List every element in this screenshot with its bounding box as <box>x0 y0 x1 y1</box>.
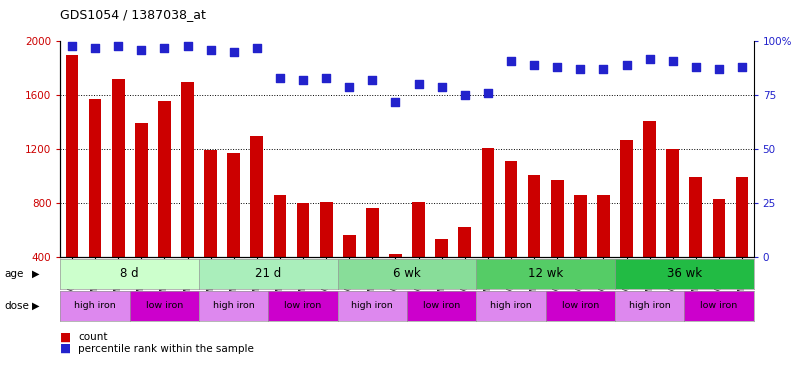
Point <box>481 90 494 96</box>
Text: low iron: low iron <box>285 301 322 310</box>
Bar <box>297 203 310 257</box>
Point <box>620 62 633 68</box>
Point <box>158 45 171 51</box>
Bar <box>158 100 171 257</box>
Text: 12 wk: 12 wk <box>528 267 563 280</box>
Bar <box>620 140 633 257</box>
Point <box>389 99 402 105</box>
Bar <box>65 55 78 257</box>
Point <box>689 64 702 70</box>
Text: ▶: ▶ <box>32 269 39 279</box>
Text: high iron: high iron <box>490 301 532 310</box>
Bar <box>273 195 286 257</box>
Point <box>89 45 102 51</box>
Bar <box>343 236 355 257</box>
Text: GDS1054 / 1387038_at: GDS1054 / 1387038_at <box>60 8 206 21</box>
Point <box>227 49 240 55</box>
Point <box>574 66 587 72</box>
Bar <box>736 177 749 257</box>
Text: low iron: low iron <box>700 301 737 310</box>
Bar <box>459 227 472 257</box>
Point <box>65 43 78 49</box>
Text: high iron: high iron <box>74 301 116 310</box>
Point <box>713 66 725 72</box>
Text: ▶: ▶ <box>32 301 39 310</box>
Bar <box>389 254 402 257</box>
Bar <box>505 161 517 257</box>
Point <box>550 64 563 70</box>
Bar <box>320 202 333 257</box>
Bar <box>412 202 425 257</box>
Point <box>528 62 541 68</box>
Point <box>204 47 217 53</box>
Text: count: count <box>78 333 108 342</box>
Point <box>459 92 472 98</box>
Point <box>597 66 610 72</box>
Text: high iron: high iron <box>213 301 255 310</box>
Point <box>273 75 286 81</box>
Text: 8 d: 8 d <box>120 267 139 280</box>
Text: ■: ■ <box>60 342 72 355</box>
Point <box>181 43 194 49</box>
Point <box>435 84 448 90</box>
Bar <box>89 99 102 257</box>
Bar <box>481 148 494 257</box>
Text: dose: dose <box>4 301 29 310</box>
Bar <box>528 175 541 257</box>
Bar <box>689 177 702 257</box>
Point <box>135 47 147 53</box>
Text: high iron: high iron <box>351 301 393 310</box>
Bar <box>435 239 448 257</box>
Bar <box>667 149 679 257</box>
Text: percentile rank within the sample: percentile rank within the sample <box>78 344 254 354</box>
Text: low iron: low iron <box>562 301 599 310</box>
Point <box>667 58 679 64</box>
Text: low iron: low iron <box>146 301 183 310</box>
Point <box>320 75 333 81</box>
Text: 6 wk: 6 wk <box>393 267 421 280</box>
Point <box>112 43 125 49</box>
Text: high iron: high iron <box>629 301 671 310</box>
Point <box>251 45 264 51</box>
Point <box>366 77 379 83</box>
Point <box>343 84 355 90</box>
Bar <box>227 153 240 257</box>
Point <box>643 56 656 62</box>
Point <box>412 81 425 87</box>
Point <box>505 58 517 64</box>
Bar <box>135 123 147 257</box>
Text: low iron: low iron <box>423 301 460 310</box>
Text: 21 d: 21 d <box>256 267 281 280</box>
Bar <box>204 150 217 257</box>
Text: age: age <box>4 269 23 279</box>
Bar <box>251 136 264 257</box>
Bar <box>366 209 379 257</box>
Point <box>736 64 749 70</box>
Bar <box>713 199 725 257</box>
Bar <box>112 79 125 257</box>
Bar <box>574 195 587 257</box>
Bar <box>643 121 656 257</box>
Bar <box>550 180 563 257</box>
Text: 36 wk: 36 wk <box>667 267 702 280</box>
Bar <box>181 82 194 257</box>
Bar <box>597 195 610 257</box>
Text: ■: ■ <box>60 331 72 344</box>
Point <box>297 77 310 83</box>
